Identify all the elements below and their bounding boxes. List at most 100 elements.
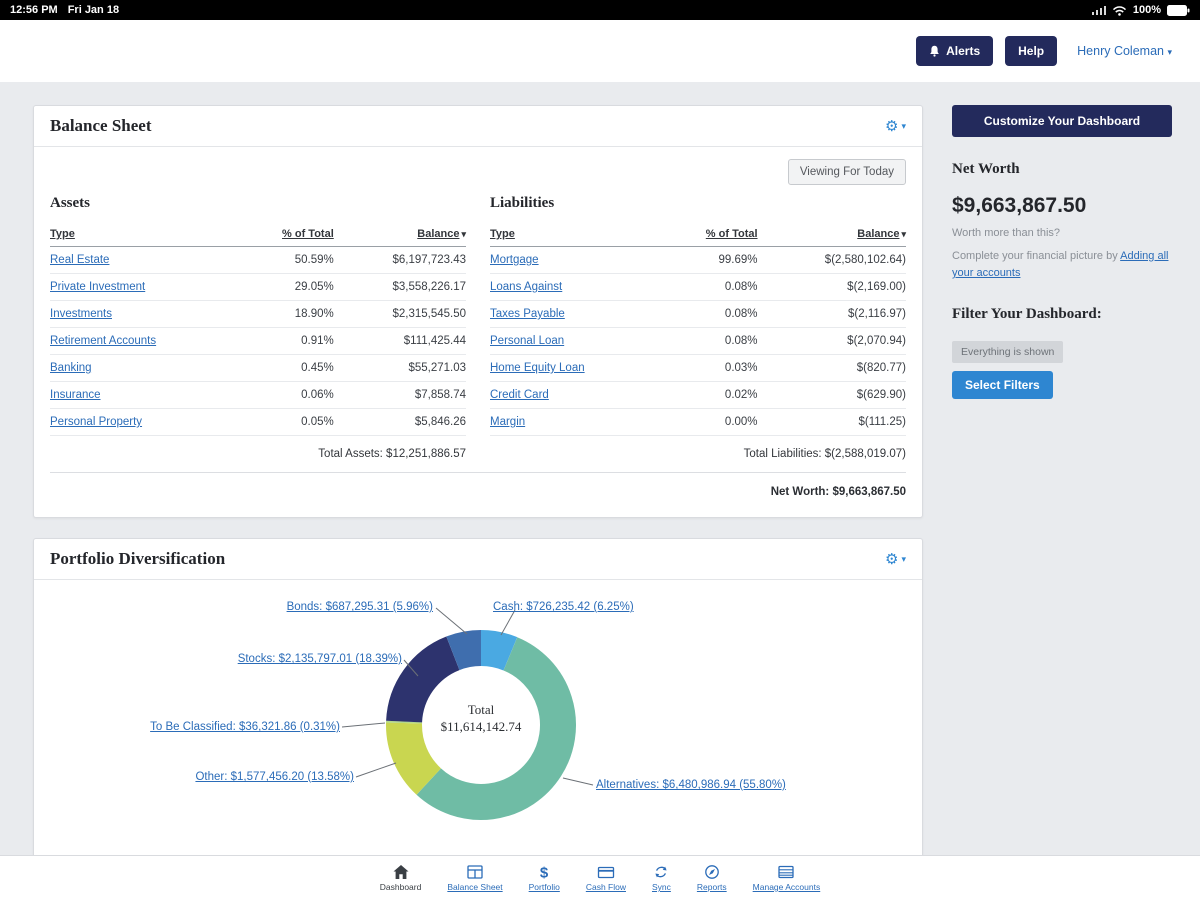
credit-card-icon xyxy=(597,864,615,880)
row-balance: $111,425.44 xyxy=(334,328,466,355)
nav-item-cash-flow[interactable]: Cash Flow xyxy=(586,864,626,892)
bell-icon xyxy=(929,45,940,57)
gear-icon: ⚙ xyxy=(885,117,898,135)
nav-item-reports[interactable]: Reports xyxy=(697,864,727,892)
help-button[interactable]: Help xyxy=(1005,36,1057,66)
nav-item-sync[interactable]: Sync xyxy=(652,864,671,892)
row-balance: $(2,169.00) xyxy=(758,274,906,301)
row-type-link[interactable]: Retirement Accounts xyxy=(50,335,156,347)
portfolio-title: Portfolio Diversification xyxy=(50,549,225,569)
table-row: Margin 0.00%$(111.25) xyxy=(490,409,906,436)
row-balance: $(2,580,102.64) xyxy=(758,247,906,274)
status-bar: 12:56 PM Fri Jan 18 100% xyxy=(0,0,1200,20)
liabilities-col-balance[interactable]: Balance▾ xyxy=(758,222,906,247)
net-worth-heading: Net Worth xyxy=(952,161,1172,178)
donut-center-total: Total $11,614,142.74 xyxy=(401,702,561,736)
sync-icon xyxy=(652,864,670,880)
row-type-link[interactable]: Banking xyxy=(50,362,92,374)
table-row: Mortgage99.69%$(2,580,102.64) xyxy=(490,247,906,274)
table-row: Credit Card0.02%$(629.90) xyxy=(490,382,906,409)
alternatives-label[interactable]: Alternatives: $6,480,986.94 (55.80%) xyxy=(596,779,786,791)
row-type-link[interactable]: Real Estate xyxy=(50,254,109,266)
row-type-link[interactable]: Home Equity Loan xyxy=(490,362,585,374)
donut-segment-cash[interactable] xyxy=(481,648,510,654)
portfolio-diversification-card: Portfolio Diversification ⚙ ▾ xyxy=(33,538,923,863)
app-header: Alerts Help Henry Coleman ▾ xyxy=(0,20,1200,82)
gear-icon: ⚙ xyxy=(885,550,898,568)
row-pct: 29.05% xyxy=(241,274,334,301)
everything-shown-badge: Everything is shown xyxy=(952,341,1063,363)
nav-item-dashboard[interactable]: Dashboard xyxy=(380,864,422,892)
cellular-signal-icon xyxy=(1092,5,1106,15)
assets-col-pct[interactable]: % of Total xyxy=(241,222,334,247)
complete-text: Complete your financial picture by xyxy=(952,250,1120,262)
table-row: Loans Against0.08%$(2,169.00) xyxy=(490,274,906,301)
row-type-link[interactable]: Private Investment xyxy=(50,281,145,293)
worth-more-text: Worth more than this? xyxy=(952,227,1172,239)
row-type-link[interactable]: Loans Against xyxy=(490,281,562,293)
row-type-link[interactable]: Credit Card xyxy=(490,389,549,401)
row-pct: 0.91% xyxy=(241,328,334,355)
battery-percent: 100% xyxy=(1133,4,1161,16)
stocks-label[interactable]: Stocks: $2,135,797.01 (18.39%) xyxy=(34,653,402,665)
customize-dashboard-button[interactable]: Customize Your Dashboard xyxy=(952,105,1172,137)
nav-item-balance-sheet[interactable]: Balance Sheet xyxy=(447,864,502,892)
assets-col-type[interactable]: Type xyxy=(50,222,241,247)
cash-label[interactable]: Cash: $726,235.42 (6.25%) xyxy=(493,601,634,613)
other-leader-line xyxy=(356,763,396,777)
row-pct: 0.08% xyxy=(663,328,758,355)
row-type-link[interactable]: Investments xyxy=(50,308,112,320)
total-liabilities: Total Liabilities: $(2,588,019.07) xyxy=(490,436,906,472)
nav-item-manage-accounts[interactable]: Manage Accounts xyxy=(753,864,821,892)
row-type-link[interactable]: Personal Loan xyxy=(490,335,564,347)
row-type-link[interactable]: Mortgage xyxy=(490,254,539,266)
viewing-for-today-button[interactable]: Viewing For Today xyxy=(788,159,906,185)
table-row: Real Estate50.59%$6,197,723.43 xyxy=(50,247,466,274)
right-sidebar: Customize Your Dashboard Net Worth $9,66… xyxy=(952,105,1172,855)
nav-item-portfolio[interactable]: $ Portfolio xyxy=(529,864,560,892)
row-balance: $2,315,545.50 xyxy=(334,301,466,328)
sort-desc-icon: ▾ xyxy=(461,229,466,240)
net-worth-value: $9,663,867.50 xyxy=(952,194,1172,218)
liabilities-table: Type % of Total Balance▾ Mortgage99.69%$… xyxy=(490,222,906,436)
row-balance: $(111.25) xyxy=(758,409,906,436)
portfolio-settings-button[interactable]: ⚙ ▾ xyxy=(885,550,906,568)
home-icon xyxy=(392,864,410,880)
to-be-classified-label[interactable]: To Be Classified: $36,321.86 (0.31%) xyxy=(34,721,340,733)
alerts-button[interactable]: Alerts xyxy=(916,36,993,66)
alerts-label: Alerts xyxy=(946,44,980,58)
donut-segment-bonds[interactable] xyxy=(453,648,481,653)
balance-sheet-settings-button[interactable]: ⚙ ▾ xyxy=(885,117,906,135)
row-balance: $7,858.74 xyxy=(334,382,466,409)
other-label[interactable]: Other: $1,577,456.20 (13.58%) xyxy=(34,771,354,783)
row-type-link[interactable]: Insurance xyxy=(50,389,101,401)
cash-leader-line xyxy=(501,610,515,635)
row-type-link[interactable]: Personal Property xyxy=(50,416,142,428)
assets-table: Type % of Total Balance▾ Real Estate50.5… xyxy=(50,222,466,436)
table-row: Banking0.45%$55,271.03 xyxy=(50,355,466,382)
liabilities-col-type[interactable]: Type xyxy=(490,222,663,247)
bonds-label[interactable]: Bonds: $687,295.31 (5.96%) xyxy=(34,601,433,613)
table-row: Retirement Accounts 0.91%$111,425.44 xyxy=(50,328,466,355)
row-type-link[interactable]: Margin xyxy=(490,416,525,428)
row-type-link[interactable]: Taxes Payable xyxy=(490,308,565,320)
battery-icon xyxy=(1167,5,1190,16)
user-name: Henry Coleman xyxy=(1077,44,1164,58)
compass-icon xyxy=(703,864,721,880)
app-screen: 12:56 PM Fri Jan 18 100% xyxy=(0,0,1200,900)
row-pct: 0.00% xyxy=(663,409,758,436)
select-filters-button[interactable]: Select Filters xyxy=(952,371,1053,399)
liabilities-heading: Liabilities xyxy=(490,195,906,212)
assets-heading: Assets xyxy=(50,195,466,212)
assets-col-balance[interactable]: Balance▾ xyxy=(334,222,466,247)
liabilities-col-pct[interactable]: % of Total xyxy=(663,222,758,247)
balance-sheet-title: Balance Sheet xyxy=(50,116,152,136)
wifi-icon xyxy=(1112,5,1127,16)
donut-center-label: Total xyxy=(401,702,561,719)
table-row: Investments 18.90%$2,315,545.50 xyxy=(50,301,466,328)
row-balance: $(2,116.97) xyxy=(758,301,906,328)
svg-text:$: $ xyxy=(540,865,549,881)
row-pct: 18.90% xyxy=(241,301,334,328)
user-menu[interactable]: Henry Coleman ▾ xyxy=(1077,44,1172,58)
row-balance: $(820.77) xyxy=(758,355,906,382)
